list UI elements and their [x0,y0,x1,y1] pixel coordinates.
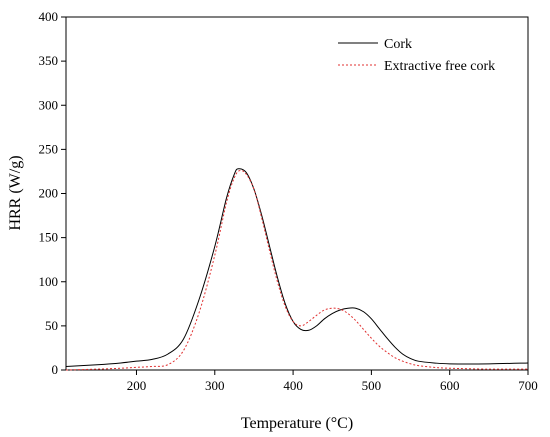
x-axis-title: Temperature (°C) [241,415,353,432]
y-tick-label: 0 [52,362,59,377]
x-tick-label: 700 [518,378,538,393]
x-tick-label: 400 [283,378,303,393]
legend-label: Cork [384,37,412,52]
x-tick-label: 300 [205,378,225,393]
legend-label: Extractive free cork [384,59,495,74]
axis-ticks: 0 50 100 150 200 250 300 350 400 200 300 400 500 600 7… [39,9,538,393]
y-tick-label: 300 [39,97,59,112]
y-tick-label: 200 [39,186,59,201]
y-tick-label: 400 [39,9,59,24]
legend: Cork Extractive free cork [338,37,495,74]
series-line-cork [65,168,529,367]
y-axis-title: HRR (W/g) [7,155,24,230]
y-tick-label: 250 [39,141,59,156]
x-tick-label: 600 [440,378,460,393]
y-tick-label: 350 [39,53,59,68]
series-line-extractive-free-cork [65,169,529,371]
x-tick-label: 500 [362,378,382,393]
y-tick-label: 100 [39,274,59,289]
series-lines [65,168,529,371]
y-tick-label: 150 [39,230,59,245]
y-tick-label: 50 [45,318,58,333]
x-tick-label: 200 [127,378,147,393]
